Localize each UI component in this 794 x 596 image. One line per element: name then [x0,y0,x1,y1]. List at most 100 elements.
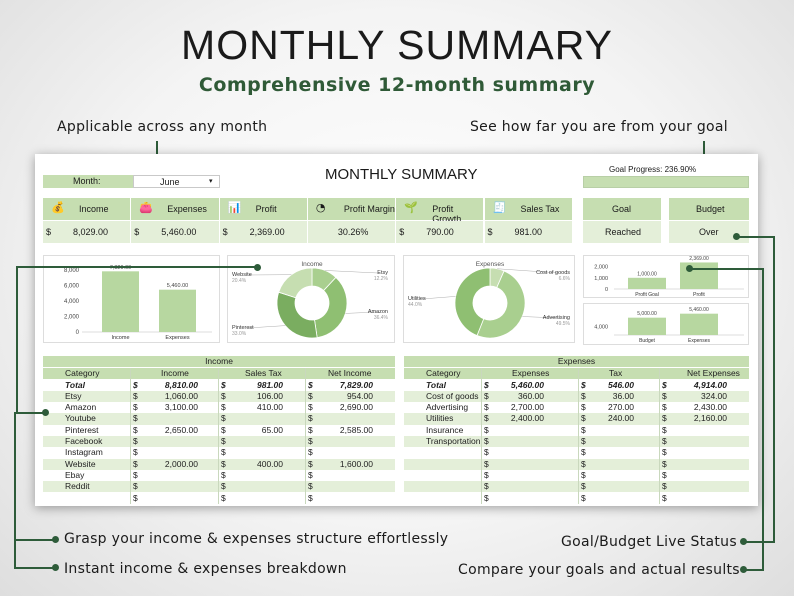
currency-symbol: $ [399,227,405,237]
goal-progress-text: Goal Progress: 236.90% [609,165,697,174]
column-separator [481,368,482,504]
currency-symbol: $ [484,379,489,390]
kpi-label: Profit [255,204,277,214]
table-row: Cost of goods $360.00 $36.00 $324.00 [404,390,749,403]
kpi-value-cell: $8,029.00 [43,221,131,243]
connector-dot [733,233,740,240]
row-value: 410.00 [257,402,283,413]
leader-line [522,316,560,319]
currency-symbol: $ [581,390,586,401]
month-select[interactable]: June ▾ [133,175,220,188]
currency-symbol: $ [581,447,586,458]
row-category: Cost of goods [426,390,479,401]
column-header: Income [161,368,189,378]
connector-dot [686,265,693,272]
currency-symbol: $ [308,390,313,401]
chart-title: Income [301,261,323,268]
row-value: 546.00 [608,379,634,390]
row-value: 400.00 [257,458,283,469]
row-value: 4,914.00 [693,379,727,390]
currency-symbol: $ [221,402,226,413]
connector-line [745,569,764,571]
row-value: 360.00 [518,390,544,401]
currency-symbol: $ [662,402,667,413]
currency-symbol: $ [581,413,586,424]
callout-any-month: Applicable across any month [57,119,268,135]
y-tick-label: 2,000 [64,315,80,321]
currency-symbol: $ [581,424,586,435]
chevron-down-icon[interactable]: ▾ [209,178,213,185]
goal-progress-bar [583,176,749,188]
table-row: Instagram $ $ $ [43,447,395,459]
currency-symbol: $ [133,413,138,424]
currency-symbol: $ [221,469,226,480]
category-label: Income [111,335,129,341]
y-tick-label: 0 [605,287,608,293]
currency-symbol: $ [221,481,226,492]
currency-symbol: $ [581,458,586,469]
income-table: Income Category Income Sales Tax Net Income T… [43,356,395,504]
column-header: Net Expenses [687,368,740,378]
bar [102,271,139,332]
tax-document-icon: 🧾 [492,201,507,214]
currency-symbol: $ [662,481,667,492]
category-label: Expenses [688,338,710,344]
connector-line [689,268,764,270]
column-separator [659,368,660,504]
spreadsheet-dashboard: Month: June ▾ MONTHLY SUMMARY Goal Progr… [35,154,758,506]
data-label: 5,460.00 [689,307,709,313]
table-header-row: Category Expenses Tax Net Expenses [404,368,749,380]
currency-symbol: $ [221,458,226,469]
row-category: Etsy [65,390,82,401]
slice-percent: 6.6% [559,276,571,282]
currency-symbol: $ [662,458,667,469]
goal-status-label: Goal [612,204,632,214]
connector-dot [52,536,59,543]
row-value: 1,600.00 [339,458,373,469]
currency-symbol: $ [484,424,489,435]
currency-symbol: $ [133,379,138,390]
currency-symbol: $ [662,436,667,446]
kpi-value: 981.00 [514,227,543,237]
leader-line [345,311,379,314]
row-category: Website [65,458,96,469]
column-header: Category [65,368,100,378]
currency-symbol: $ [662,424,667,435]
category-label: Budget [639,338,655,344]
y-tick-label: 6,000 [64,284,80,290]
row-value: 270.00 [608,402,634,413]
column-separator [578,368,579,504]
table-row: Advertising $2,700.00 $270.00 $2,430.00 [404,402,749,414]
currency-symbol: $ [484,390,489,401]
currency-symbol: $ [221,413,226,424]
income-donut-panel: Income Etsy 12.2% Amazon 36.4% Pinterest 33.0%… [227,255,395,343]
table-row: Reddit $ $ $ [43,481,395,493]
currency-symbol: $ [133,481,138,492]
kpi-value-cell: $981.00 [484,221,572,243]
row-value: 954.00 [347,390,373,401]
column-header: Tax [609,368,623,378]
bar [628,317,666,335]
expenses-donut-panel: Expenses Cost of goods 6.6% Advertising 49.5… [403,255,575,343]
connector-line [14,412,44,414]
table-row: Ebay $ $ $ [43,469,395,482]
column-separator [305,368,306,504]
slice-label: Advertising [543,315,570,321]
table-title: Expenses [404,356,749,367]
callout-structure: Grasp your income & expenses structure e… [64,531,449,547]
currency-symbol: $ [662,469,667,480]
currency-symbol: $ [133,402,138,413]
slice-percent: 20.4% [232,278,247,284]
slice-percent: 33.0% [232,331,247,337]
row-category: Advertising [426,402,469,413]
row-category: Transportation [426,436,481,446]
callout-breakdown: Instant income & expenses breakdown [64,561,347,577]
donut-slice [276,291,318,339]
hero-subtitle: Comprehensive 12-month summary [198,74,596,96]
bar [159,289,196,332]
row-value: 2,400.00 [510,413,544,424]
data-label: 2,369.00 [689,256,709,262]
currency-symbol: $ [662,492,667,503]
slice-label: Utilities [408,296,426,302]
budget-bar-chart: 4,000 5,000.00 Budget 5,460.00 Expenses [594,307,744,344]
